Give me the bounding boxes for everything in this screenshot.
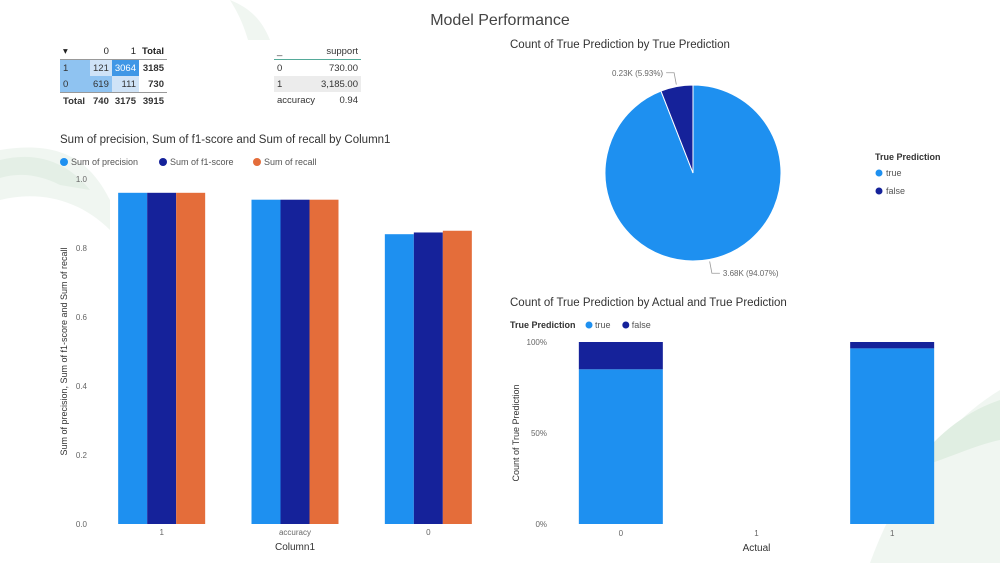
sort-icon[interactable]: ▾ [60, 43, 90, 60]
legend-marker [585, 321, 593, 329]
support-row-label: 0 [277, 62, 283, 74]
pie-leader-line [709, 261, 720, 274]
table-row: 1 121 3064 3185 [60, 59, 167, 76]
bar [176, 192, 206, 525]
pie-data-label: 0.23K (5.93%) [612, 69, 663, 78]
table-row: 1 3,185.00 [274, 76, 361, 92]
legend-label: Sum of precision [71, 157, 138, 167]
stacked-bar-segment [578, 342, 663, 370]
x-axis-label: Actual [743, 543, 771, 554]
y-tick-label: 0.0 [76, 520, 88, 529]
grouped-bar-chart: Sum of precision Sum of f1-score Sum of re… [59, 157, 472, 553]
y-tick-label: 100% [527, 338, 547, 347]
matrix-row-label: Total [60, 92, 90, 109]
support-value: 0.94 [339, 94, 359, 106]
x-axis-label: Column1 [275, 542, 315, 553]
matrix-cell: 3064 [111, 59, 139, 76]
pie-leader-line [666, 72, 677, 85]
x-tick-label: 1 [754, 529, 759, 538]
support-col-header[interactable]: support [318, 43, 361, 60]
matrix-cell: 121 [90, 59, 112, 76]
x-tick-label: accuracy [279, 528, 311, 537]
matrix-cell-total: 3175 [111, 92, 139, 109]
legend-marker [159, 158, 167, 166]
matrix-col-header[interactable]: 0 [90, 43, 112, 60]
support-row-label: accuracy [277, 94, 316, 106]
x-tick-label: 0 [619, 529, 624, 538]
y-tick-label: 0.2 [76, 451, 88, 460]
matrix-cell-total: 3185 [142, 62, 164, 74]
table-row: 0 619 111 730 [60, 76, 167, 93]
support-table: _ support 0 730.00 1 3,185.00 accuracy 0… [274, 43, 361, 108]
bar [280, 199, 310, 524]
page-title: Model Performance [430, 12, 570, 29]
table-row: 0 730.00 [274, 60, 361, 77]
support-value: 730.00 [328, 62, 358, 74]
legend-marker [622, 321, 630, 329]
legend-marker [253, 158, 261, 166]
bar [442, 230, 472, 524]
x-tick-label: 1 [890, 529, 895, 538]
y-tick-label: 0.4 [76, 382, 88, 391]
matrix-row-label: 0 [60, 76, 90, 93]
bar [384, 234, 414, 524]
x-tick-label: 1 [159, 528, 164, 537]
table-row: accuracy 0.94 [274, 92, 361, 108]
support-row-label: 1 [274, 76, 319, 92]
y-tick-label: 50% [531, 429, 547, 438]
y-tick-label: 0.8 [76, 244, 88, 253]
pie-data-label: 3.68K (94.07%) [723, 269, 779, 278]
support-value: 3,185.00 [318, 76, 361, 92]
y-tick-label: 0% [535, 520, 547, 529]
y-tick-label: 1.0 [76, 175, 88, 184]
y-tick-label: 0.6 [76, 313, 88, 322]
bar [118, 192, 148, 525]
bar [147, 192, 177, 525]
stacked-chart-title: Count of True Prediction by Actual and T… [510, 297, 787, 309]
legend-title: True Prediction [875, 152, 941, 162]
legend-marker [60, 158, 68, 166]
stacked-bar-segment [850, 342, 935, 349]
bar-chart-title: Sum of precision, Sum of f1-score and Su… [60, 134, 391, 146]
bar [309, 199, 339, 524]
matrix-col-header[interactable]: Total [139, 43, 167, 60]
legend-label: true [595, 320, 611, 330]
legend-label: false [632, 320, 651, 330]
support-col-header[interactable]: _ [274, 43, 319, 60]
stacked-bar-segment [850, 348, 935, 524]
legend-title: True Prediction [510, 320, 576, 330]
bar [251, 199, 281, 524]
matrix-cell-total: 3915 [139, 92, 167, 109]
pie-chart-title: Count of True Prediction by True Predict… [510, 39, 730, 51]
matrix-cell-total: 730 [148, 78, 164, 90]
matrix-col-header[interactable]: 1 [111, 43, 139, 60]
pie-slice [660, 84, 694, 174]
legend-marker [875, 169, 883, 177]
matrix-row-label: 1 [60, 59, 90, 76]
table-total-row: Total 740 3175 3915 [60, 92, 167, 109]
pie-chart: 3.68K (94.07%) 0.23K (5.93%) True Predicti… [604, 69, 941, 278]
legend-marker [875, 187, 883, 195]
legend-label: Sum of recall [264, 157, 317, 167]
stacked-bar-chart: True Prediction true false 0% 50% 100% Count o… [510, 320, 935, 554]
legend-label: false [886, 186, 905, 196]
matrix-cell-total: 740 [90, 92, 112, 109]
legend-label: Sum of f1-score [170, 157, 234, 167]
confusion-matrix-table: ▾ 0 1 Total 1 121 3064 3185 0 619 111 73… [60, 43, 167, 109]
stacked-bar-segment [578, 369, 663, 524]
matrix-cell: 111 [111, 76, 139, 93]
x-tick-label: 0 [426, 528, 431, 537]
bar [413, 232, 443, 524]
y-axis-label: Sum of precision, Sum of f1-score and Su… [59, 247, 69, 455]
y-axis-label: Count of True Prediction [511, 384, 521, 481]
legend-label: true [886, 168, 902, 178]
matrix-cell: 619 [90, 76, 112, 93]
